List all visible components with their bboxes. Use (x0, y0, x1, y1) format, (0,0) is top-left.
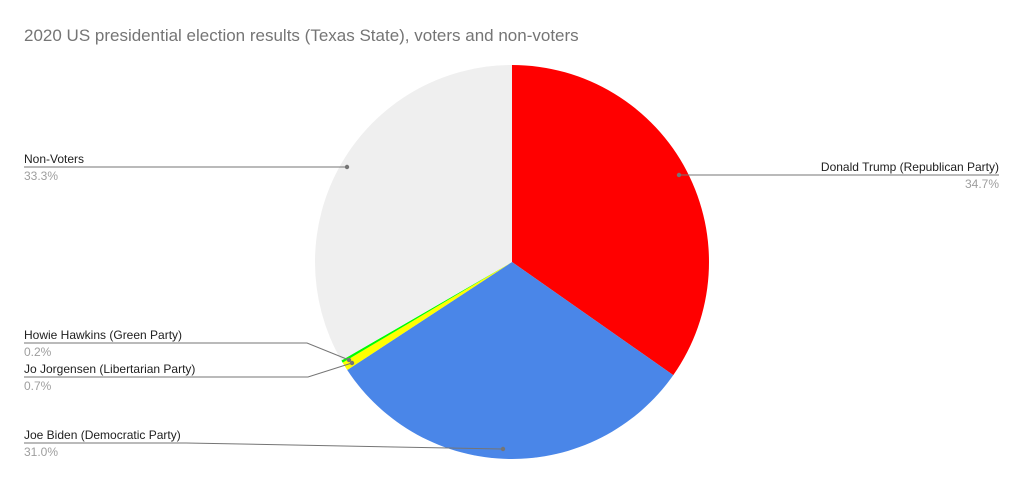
slice-percent-biden: 31.0% (24, 445, 59, 459)
leader-line-slice-3 (24, 342, 350, 361)
slice-label-non-voters: Non-Voters (24, 152, 85, 166)
slice-percent-hawkins: 0.2% (24, 345, 52, 359)
leader-dot-slice-0 (676, 172, 682, 178)
callout-biden: Joe Biden (Democratic Party) 31.0% (24, 428, 181, 459)
callout-hawkins: Howie Hawkins (Green Party) 0.2% (24, 328, 182, 359)
leader-line-slice-1 (24, 442, 504, 450)
pie-slice-4[interactable] (314, 64, 512, 361)
slice-percent-trump: 34.7% (964, 177, 999, 191)
callout-trump: Donald Trump (Republican Party) 34.7% (821, 160, 999, 191)
pie-slice-1[interactable] (347, 262, 674, 459)
pie-slice-2[interactable] (342, 262, 512, 370)
callout-non-voters: Non-Voters 33.3% (24, 152, 84, 183)
chart-title: 2020 US presidential election results (T… (24, 26, 579, 45)
slice-label-hawkins: Howie Hawkins (Green Party) (24, 328, 183, 342)
slice-percent-jorgensen: 0.7% (24, 379, 52, 393)
callout-jorgensen: Jo Jorgensen (Libertarian Party) 0.7% (24, 362, 195, 393)
slice-label-trump: Donald Trump (Republican Party) (820, 160, 999, 174)
leader-dot-slice-4 (344, 164, 350, 170)
leader-dot-slice-2 (349, 360, 355, 366)
pie-slice-0[interactable] (512, 65, 709, 376)
leader-line-slice-2 (24, 362, 353, 378)
slice-label-biden: Joe Biden (Democratic Party) (24, 428, 181, 442)
pie-slice-3[interactable] (341, 262, 512, 363)
slice-percent-non-voters: 33.3% (24, 169, 59, 183)
leader-dot-slice-1 (500, 446, 506, 452)
leader-dot-slice-3 (346, 357, 352, 363)
slice-label-jorgensen: Jo Jorgensen (Libertarian Party) (24, 362, 196, 376)
